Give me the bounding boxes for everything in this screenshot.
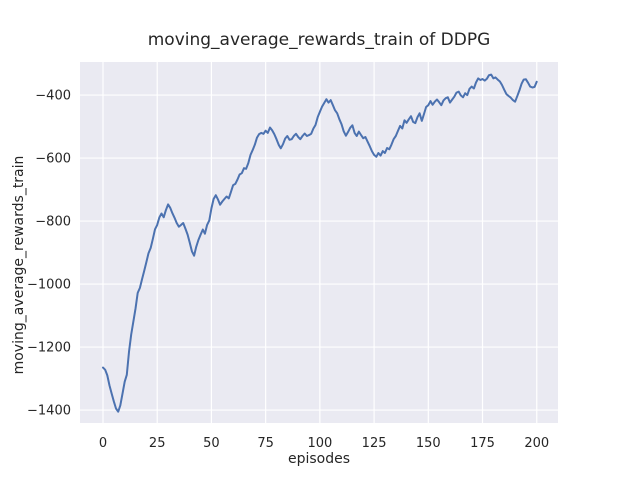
y-tick-label: −1200 bbox=[27, 341, 71, 356]
y-tick-label: −800 bbox=[35, 215, 71, 230]
x-tick-label: 50 bbox=[203, 436, 220, 451]
x-axis-label: episodes bbox=[287, 451, 351, 467]
x-tick-label: 100 bbox=[307, 436, 332, 451]
x-tick-label: 150 bbox=[416, 436, 441, 451]
plot-background bbox=[80, 62, 558, 423]
y-axis-label: moving_average_rewards_train bbox=[11, 155, 27, 375]
x-tick-label: 25 bbox=[149, 436, 166, 451]
x-tick-label: 125 bbox=[362, 436, 387, 451]
x-tick-label: 75 bbox=[257, 436, 274, 451]
y-tick-label: −600 bbox=[35, 152, 71, 167]
y-tick-label: −400 bbox=[35, 89, 71, 104]
x-tick-label: 175 bbox=[470, 436, 495, 451]
y-tick-label: −1400 bbox=[27, 404, 71, 419]
chart-title: moving_average_rewards_train of DDPG bbox=[147, 30, 491, 50]
reward-line bbox=[102, 73, 538, 413]
x-tick-label: 200 bbox=[524, 436, 549, 451]
x-tick-label: 0 bbox=[99, 436, 107, 451]
y-tick-label: −1000 bbox=[27, 278, 71, 293]
